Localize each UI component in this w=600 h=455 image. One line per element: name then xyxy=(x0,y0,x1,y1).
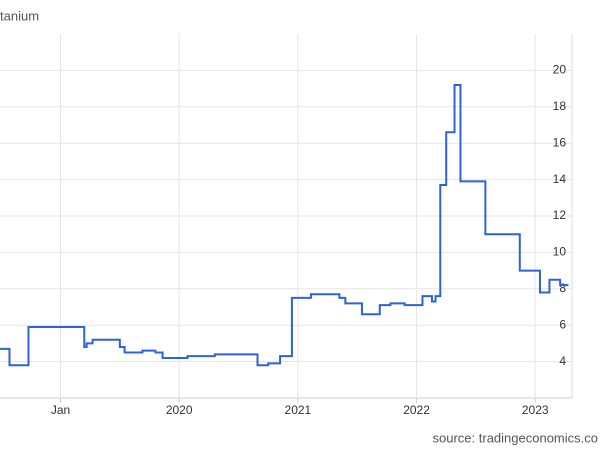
y-tick-label: 8 xyxy=(559,281,566,295)
chart-title: tanium xyxy=(0,8,39,23)
y-tick-label: 18 xyxy=(553,99,567,113)
y-tick-label: 6 xyxy=(559,317,566,331)
x-tick-label: 2020 xyxy=(166,403,193,417)
source: source: tradingeconomics.co xyxy=(433,430,598,445)
y-tick-label: 20 xyxy=(553,63,567,77)
x-tick-label: 2023 xyxy=(522,403,549,417)
y-tick-label: 10 xyxy=(553,245,567,259)
y-tick-label: 12 xyxy=(553,208,567,222)
y-tick-label: 16 xyxy=(553,135,567,149)
x-tick-label: Jan xyxy=(51,403,70,417)
x-tick-label: 2022 xyxy=(403,403,430,417)
line-series xyxy=(0,83,569,367)
y-tick-label: 14 xyxy=(553,172,567,186)
x-tick-label: 2021 xyxy=(285,403,312,417)
y-tick-label: 4 xyxy=(559,354,566,368)
